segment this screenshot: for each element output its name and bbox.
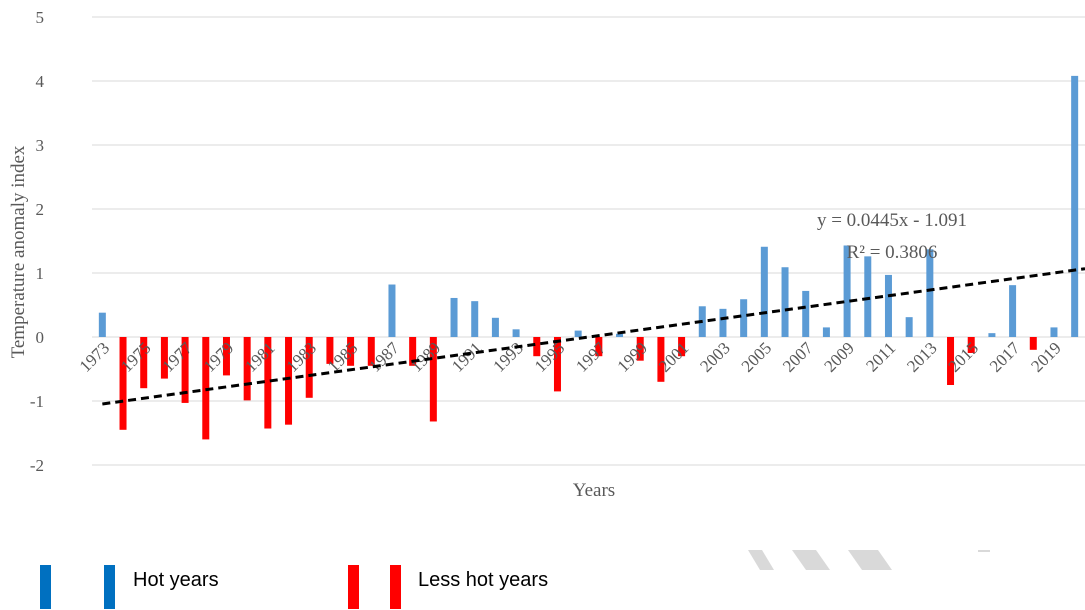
bar-1991 [471,301,479,337]
bar-2020 [1071,75,1079,337]
bar-2016 [988,333,996,337]
trendline-equation: y = 0.0445x - 1.091 [817,210,967,231]
x-tick-label: 2011 [862,338,899,375]
bar-1983 [305,337,313,398]
bar-2013 [926,249,934,337]
y-tick-label: 2 [36,200,45,219]
x-tick-label: 1997 [572,338,610,376]
x-tick-label: 1999 [614,338,651,375]
bar-2004 [740,299,748,337]
y-axis-title: Temperature anomaly index [8,145,29,358]
x-tick-label: 2007 [779,338,817,376]
x-tick-label: 1973 [76,338,113,375]
bar-1986 [367,337,375,366]
bar-1993 [512,329,520,337]
bar-1978 [202,337,210,440]
bar-1979 [222,337,230,376]
x-tick-label: 2005 [738,338,775,375]
bar-2006 [781,267,789,337]
bar-1988 [409,337,417,366]
y-tick-label: 4 [36,72,45,91]
bar-1976 [160,337,168,379]
x-tick-label: 2009 [820,338,857,375]
x-tick-label: 1991 [448,338,485,375]
trendline-r-squared: R² = 0.3806 [847,242,938,263]
bar-2005 [760,246,768,337]
y-tick-label: -2 [30,456,44,475]
y-tick-label: 1 [36,264,45,283]
bar-1982 [285,337,293,425]
bar-1996 [574,330,582,337]
bar-1973 [98,312,106,337]
bar-1989 [429,337,437,422]
bar-1981 [264,337,272,429]
y-tick-label: 5 [36,8,45,27]
bar-2018 [1029,337,1037,350]
bar-2001 [678,337,686,357]
legend-swatch-less-hot [390,565,401,609]
y-axis-ticks: -2 -1 0 1 2 3 4 5 [30,8,45,475]
bar-2010 [864,256,872,337]
bar-2019 [1050,327,1058,337]
bar-1998 [616,333,624,337]
y-tick-label: -1 [30,392,44,411]
bar-2008 [822,327,830,337]
bar-2007 [802,290,810,337]
legend-swatch-hot [40,565,51,609]
bar-1997 [595,337,603,357]
y-tick-label: 3 [36,136,45,155]
legend-swatch-hot [104,565,115,609]
bar-1977 [181,337,189,403]
bar-2012 [905,317,913,337]
bar-2009 [843,245,851,337]
bar-1985 [347,337,355,366]
decorative-stripes [748,550,990,570]
legend-label-hot-years: Hot years [133,569,219,591]
bar-1990 [450,297,458,337]
bar-1995 [553,337,561,392]
trendline [102,267,1085,406]
bar-1980 [243,337,251,401]
bar-1974 [119,337,127,430]
bar-2003 [719,308,727,337]
legend-label-less-hot-years: Less hot years [418,569,549,591]
x-tick-label: 2017 [986,338,1024,376]
legend-swatch-less-hot [348,565,359,609]
legend: Hot years Less hot years [40,565,640,609]
bar-2011 [884,274,892,337]
bar-1984 [326,337,334,364]
bar-2015 [967,337,975,353]
bar-1987 [388,284,396,337]
x-tick-label: 1993 [489,338,526,375]
x-axis-title: Years [573,480,615,501]
gridlines [92,16,1085,466]
y-tick-label: 0 [36,328,45,347]
bar-2000 [657,337,665,382]
bar-2014 [947,337,955,385]
bar-series [98,75,1079,440]
x-tick-label: 2003 [696,338,733,375]
x-tick-label: 2013 [903,338,940,375]
bar-2017 [1009,285,1017,337]
bar-1994 [533,337,541,357]
bar-1999 [636,337,644,361]
bar-1975 [140,337,148,389]
bar-1992 [491,317,499,337]
